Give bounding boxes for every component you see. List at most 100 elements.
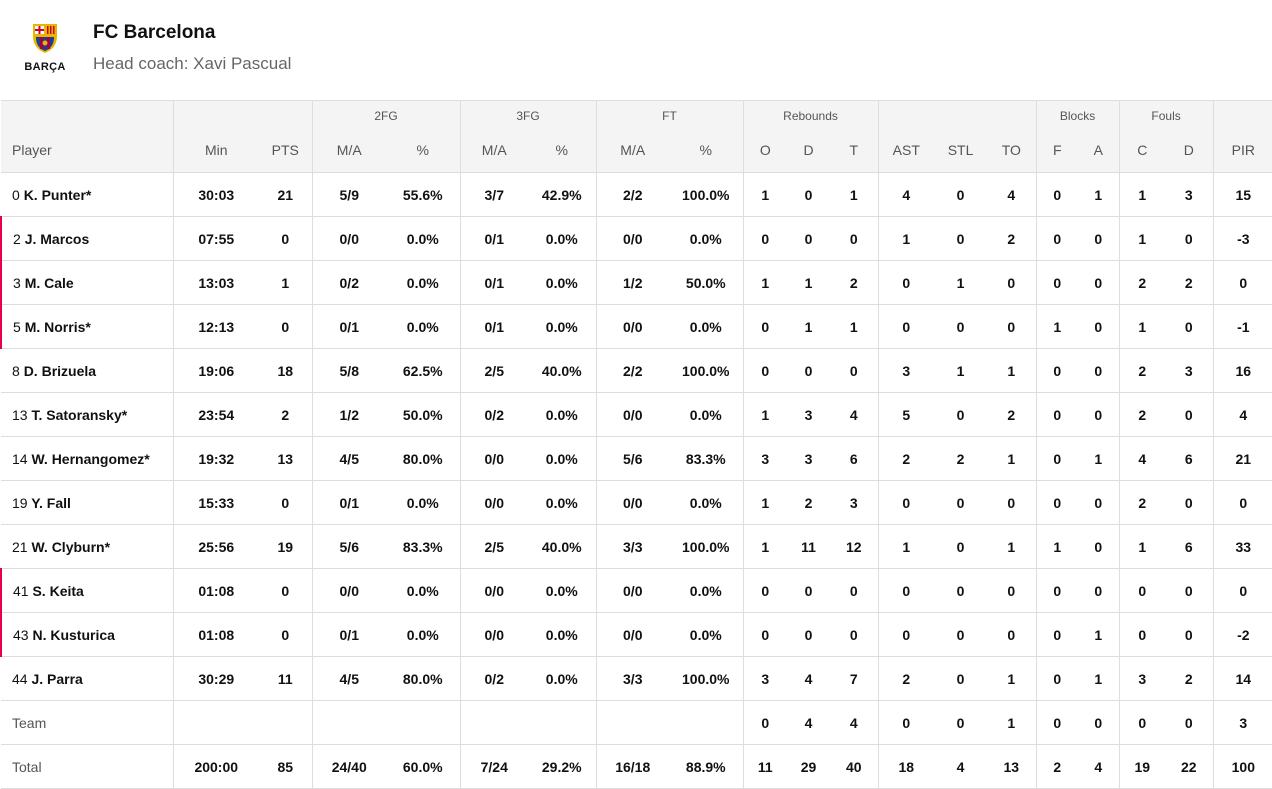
stat-ma: 4/5: [312, 656, 386, 701]
stat-a: 0: [1078, 392, 1120, 437]
player-row: 19 Y. Fall 15:33 0 0/1 0.0% 0/0 0.0% 0/0 0.0% 1 2 3…: [1, 480, 1272, 525]
column-header-pts[interactable]: PTS: [259, 130, 313, 173]
player-number: 44: [12, 670, 28, 687]
stat-ma: 0/0: [596, 392, 669, 437]
column-header-c[interactable]: C: [1119, 130, 1166, 173]
stat-: 29.2%: [528, 744, 597, 789]
stat-a: 0: [1078, 568, 1120, 613]
stat-stl: 1: [934, 260, 988, 305]
stat-ma: 1/2: [312, 392, 386, 437]
column-header-pir[interactable]: PIR: [1213, 130, 1272, 173]
player-cell[interactable]: 3 M. Cale: [0, 260, 174, 305]
stat-: 100.0%: [669, 656, 744, 701]
column-header-o[interactable]: O: [743, 130, 788, 173]
player-cell[interactable]: 8 D. Brizuela: [1, 348, 174, 393]
player-name[interactable]: K. Punter*: [23, 186, 92, 203]
column-header-a[interactable]: A: [1078, 130, 1120, 173]
stat-o: 0: [743, 304, 788, 349]
player-cell[interactable]: 43 N. Kusturica: [0, 612, 174, 657]
column-header-[interactable]: %: [528, 130, 597, 173]
column-header-player[interactable]: Player: [1, 130, 174, 173]
player-name[interactable]: W. Hernangomez*: [31, 450, 150, 467]
column-header-[interactable]: %: [669, 130, 744, 173]
column-header-ma[interactable]: M/A: [312, 130, 386, 173]
stat-ma: 0/0: [312, 216, 386, 261]
player-number: 5: [13, 318, 21, 335]
player-name[interactable]: M. Cale: [24, 274, 74, 291]
stat-stl: 0: [934, 612, 988, 657]
stat-t: 0: [830, 216, 879, 261]
player-name[interactable]: W. Clyburn*: [31, 538, 111, 555]
stat-ma: [312, 700, 386, 745]
stat-o: 3: [743, 656, 788, 701]
stat-pir: 15: [1213, 172, 1272, 217]
stat-: 0.0%: [386, 216, 461, 261]
stat-ma: 0/1: [312, 480, 386, 525]
stat-t: 12: [830, 524, 879, 569]
player-cell[interactable]: 13 T. Satoransky*: [1, 392, 174, 437]
column-header-d[interactable]: D: [787, 130, 831, 173]
team-header: BARÇA FC Barcelona Head coach: Xavi Pasc…: [0, 0, 1272, 100]
column-header-f[interactable]: F: [1036, 130, 1079, 173]
player-name[interactable]: N. Kusturica: [32, 626, 115, 643]
column-header-t[interactable]: T: [830, 130, 879, 173]
column-header-to[interactable]: TO: [987, 130, 1037, 173]
stat-: 100.0%: [669, 348, 744, 393]
stat-: [669, 700, 744, 745]
player-name[interactable]: D. Brizuela: [23, 362, 97, 379]
player-name[interactable]: J. Marcos: [24, 230, 90, 247]
stat-f: 0: [1036, 172, 1079, 217]
column-header-ast[interactable]: AST: [878, 130, 935, 173]
player-cell[interactable]: 2 J. Marcos: [0, 216, 174, 261]
stat-ast: 1: [878, 216, 935, 261]
stat-ma: 2/5: [460, 348, 528, 393]
stat-: 0.0%: [528, 480, 597, 525]
group-blank: [1, 100, 174, 131]
stat-to: 1: [987, 348, 1037, 393]
stat-stl: 0: [934, 656, 988, 701]
stat-d: 3: [1165, 348, 1214, 393]
player-number: 3: [13, 274, 21, 291]
player-name[interactable]: Y. Fall: [31, 494, 71, 511]
stat-d: 1: [787, 304, 831, 349]
stat-c: 4: [1119, 436, 1166, 481]
player-cell[interactable]: 14 W. Hernangomez*: [1, 436, 174, 481]
stat-c: 2: [1119, 260, 1166, 305]
group-2fg: 2FG: [312, 100, 461, 131]
stat-min: 15:33: [173, 480, 259, 525]
player-name[interactable]: S. Keita: [32, 582, 84, 599]
stat-o: 1: [743, 392, 788, 437]
stat-o: 0: [743, 216, 788, 261]
stat-: 88.9%: [669, 744, 744, 789]
stat-ma: 2/5: [460, 524, 528, 569]
player-cell[interactable]: 41 S. Keita: [0, 568, 174, 613]
stat-min: 13:03: [173, 260, 259, 305]
column-header-[interactable]: %: [386, 130, 461, 173]
column-header-ma[interactable]: M/A: [460, 130, 528, 173]
stat-ast: 0: [878, 612, 935, 657]
player-name[interactable]: M. Norris*: [24, 318, 91, 335]
stat-ma: 4/5: [312, 436, 386, 481]
stat-pir: 0: [1213, 480, 1272, 525]
player-number: 2: [13, 230, 21, 247]
stat-: 0.0%: [528, 216, 597, 261]
stat-a: 1: [1078, 172, 1120, 217]
player-cell[interactable]: 21 W. Clyburn*: [1, 524, 174, 569]
player-cell[interactable]: 0 K. Punter*: [1, 172, 174, 217]
column-header-ma[interactable]: M/A: [596, 130, 669, 173]
player-cell[interactable]: 5 M. Norris*: [0, 304, 174, 349]
stat-t: 7: [830, 656, 879, 701]
player-name[interactable]: T. Satoransky*: [31, 406, 128, 423]
stat-stl: 0: [934, 304, 988, 349]
team-row: Team 0 4 4 0 0 1 0 0 0 0 3: [1, 700, 1272, 745]
stat-ma: 0/0: [312, 568, 386, 613]
player-cell[interactable]: 44 J. Parra: [1, 656, 174, 701]
stat-pts: 0: [259, 304, 313, 349]
column-header-d[interactable]: D: [1165, 130, 1214, 173]
column-header-stl[interactable]: STL: [934, 130, 988, 173]
stat-pts: 85: [259, 744, 313, 789]
player-name[interactable]: J. Parra: [31, 670, 83, 687]
player-cell[interactable]: 19 Y. Fall: [1, 480, 174, 525]
column-header-min[interactable]: Min: [173, 130, 259, 173]
stat-f: 0: [1036, 568, 1079, 613]
